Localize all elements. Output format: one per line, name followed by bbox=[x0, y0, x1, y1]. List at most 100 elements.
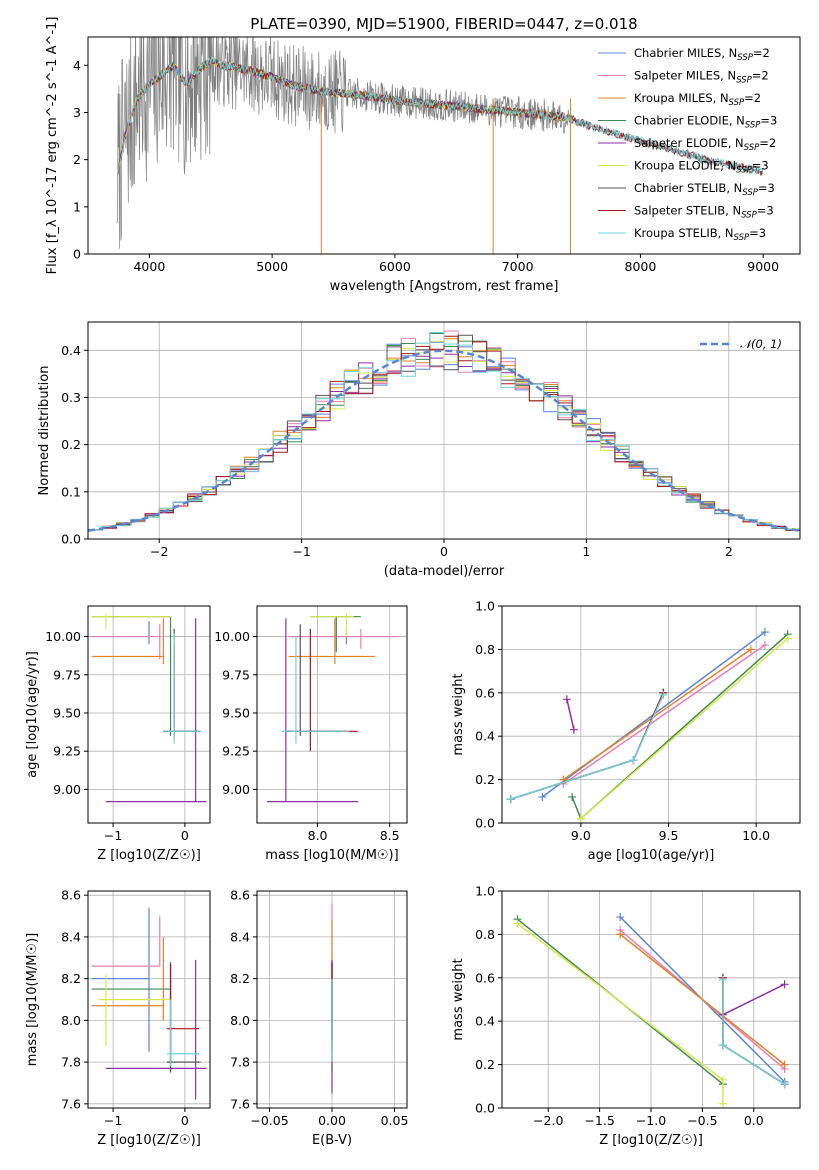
legend-label-subscript: SSP bbox=[745, 121, 761, 131]
x-tick-label: −1 bbox=[292, 544, 310, 559]
y-tick-label: 0.0 bbox=[475, 816, 495, 831]
weight-marker bbox=[629, 756, 638, 765]
y-tick-label: 8.2 bbox=[61, 971, 81, 986]
weight-line bbox=[562, 648, 752, 781]
legend-label-subscript: SSP bbox=[737, 53, 753, 63]
y-axis-label: Flux [f_λ 10^-17 erg cm^-2 s^-1 A^-1] bbox=[45, 17, 60, 275]
x-axis-label: Z [log10(Z/Z☉)] bbox=[97, 1133, 201, 1148]
y-tick-label: 7.8 bbox=[61, 1055, 81, 1070]
x-axis-label: age [log10(age/yr)] bbox=[588, 848, 715, 863]
legend-label-text: Salpeter STELIB, N bbox=[634, 204, 741, 218]
y-tick-label: 3 bbox=[73, 105, 81, 120]
histogram-bars bbox=[88, 330, 800, 532]
axes-frame bbox=[256, 605, 408, 824]
weight-lines bbox=[506, 628, 792, 823]
legend-label-value: =3 bbox=[752, 159, 769, 173]
legend-label: Kroupa STELIB, NSSP=3 bbox=[634, 226, 766, 243]
legend-label-text: Chabrier STELIB, N bbox=[634, 181, 742, 195]
x-tick-label: −1.0 bbox=[636, 1113, 666, 1128]
legend-label-subscript: SSP bbox=[729, 98, 745, 108]
x-axis-label: E(B-V) bbox=[312, 1133, 352, 1148]
legend-label-value: =2 bbox=[752, 69, 769, 83]
x-axis-label: Z [log10(Z/Z☉)] bbox=[97, 848, 201, 863]
weight-marker bbox=[780, 980, 789, 989]
legend-label-text: Salpeter ELODIE, N bbox=[634, 136, 744, 150]
y-axis-label: Normed distribution bbox=[37, 366, 52, 496]
y-tick-label: 9.25 bbox=[53, 744, 81, 759]
legend-label-subscript: SSP bbox=[736, 76, 752, 86]
weight-marker bbox=[718, 1041, 727, 1050]
y-tick-label: 8.6 bbox=[61, 888, 81, 903]
x-tick-label: 1 bbox=[582, 544, 590, 559]
y-tick-label: 9.50 bbox=[53, 705, 81, 720]
figure-title: PLATE=0390, MJD=51900, FIBERID=0447, z=0… bbox=[250, 15, 637, 33]
weight-marker bbox=[718, 1075, 727, 1084]
y-tick-label: 9.00 bbox=[222, 782, 250, 797]
x-tick-label: 0.05 bbox=[381, 1113, 409, 1128]
age-vs-metallicity-panel: −1 0 9.00 9.25 9.50 9.75 10.00 Z [log10(Z/Z☉)] a… bbox=[25, 605, 211, 863]
x-tick-label: −1 bbox=[104, 828, 122, 843]
y-tick-label: 8.4 bbox=[230, 929, 250, 944]
y-axis-label: mass [log10(M/M☉)] bbox=[25, 933, 40, 1066]
weight-marker bbox=[718, 975, 727, 984]
y-tick-label: 10.00 bbox=[214, 629, 250, 644]
legend-label: Chabrier MILES, NSSP=2 bbox=[634, 46, 770, 63]
legend-label-text: Salpeter MILES, N bbox=[634, 69, 736, 83]
legend-label-subscript: SSP bbox=[734, 233, 750, 243]
y-tick-label: 9.25 bbox=[222, 744, 250, 759]
y-tick-label: 0.0 bbox=[475, 1101, 495, 1116]
legend-label-text: Chabrier MILES, N bbox=[634, 46, 737, 60]
x-axis-label: mass [log10(M/M☉)] bbox=[265, 848, 398, 863]
weight-marker bbox=[513, 919, 522, 928]
y-tick-label: 0.6 bbox=[475, 685, 495, 700]
legend-label-value: =2 bbox=[753, 46, 770, 60]
y-tick-label: 7.6 bbox=[230, 1096, 250, 1111]
normal-curve-legend-label: 𝒩(0, 1) bbox=[740, 337, 782, 351]
legend-label: Kroupa ELODIE, NSSP=3 bbox=[634, 159, 769, 176]
y-tick-label: 0.4 bbox=[61, 343, 81, 358]
weight-marker bbox=[506, 795, 515, 804]
y-tick-label: 4 bbox=[73, 58, 81, 73]
x-tick-label: 0.00 bbox=[318, 1113, 346, 1128]
errorbars bbox=[267, 613, 400, 803]
legend-label: Salpeter MILES, NSSP=2 bbox=[634, 69, 769, 86]
histogram-legend: 𝒩(0, 1) bbox=[700, 337, 782, 351]
weight-line bbox=[619, 933, 786, 1066]
x-tick-label: 0.0 bbox=[744, 1113, 764, 1128]
y-tick-label: 10.00 bbox=[45, 629, 81, 644]
x-tick-label: 8.5 bbox=[380, 828, 400, 843]
y-tick-label: 2 bbox=[73, 152, 81, 167]
weight-marker bbox=[576, 814, 585, 823]
y-tick-label: 0.8 bbox=[475, 927, 495, 942]
x-tick-label: 9.0 bbox=[571, 828, 591, 843]
mass-vs-metallicity-panel: −1 0 7.6 7.8 8.0 8.2 8.4 8.6 Z [log10(Z/Z☉)] mass… bbox=[25, 888, 211, 1148]
age-vs-mass-panel: 8.0 8.5 9.00 9.25 9.50 9.75 10.00 mass [log10(M… bbox=[214, 605, 408, 863]
y-tick-label: 0.2 bbox=[475, 772, 495, 787]
legend-label-subscript: SSP bbox=[744, 143, 760, 153]
weight-marker bbox=[780, 1080, 789, 1089]
legend-label-subscript: SSP bbox=[742, 188, 758, 198]
weight-line bbox=[562, 644, 766, 785]
legend-label-text: Kroupa MILES, N bbox=[634, 91, 729, 105]
axes-frame bbox=[87, 890, 211, 1109]
y-axis-label: mass weight bbox=[451, 958, 466, 1040]
x-tick-label: 7000 bbox=[502, 259, 534, 274]
x-tick-label: −1 bbox=[104, 1113, 122, 1128]
weight-marker bbox=[760, 628, 769, 637]
histogram-step-line bbox=[88, 340, 800, 531]
x-tick-label: −2.0 bbox=[533, 1113, 563, 1128]
x-axis-label: wavelength [Angstrom, rest frame] bbox=[330, 279, 559, 294]
legend-label-value: =2 bbox=[759, 136, 776, 150]
model-spectrum-line bbox=[117, 55, 764, 176]
weight-marker bbox=[760, 641, 769, 650]
x-tick-label: 8000 bbox=[625, 259, 657, 274]
y-tick-label: 0.6 bbox=[475, 970, 495, 985]
weight-marker bbox=[568, 792, 577, 801]
y-tick-label: 8.2 bbox=[230, 971, 250, 986]
x-tick-label: 10.0 bbox=[742, 828, 770, 843]
weight-marker bbox=[659, 690, 668, 699]
x-tick-label: 0 bbox=[440, 544, 448, 559]
axes-frame bbox=[87, 605, 211, 824]
weight-marker bbox=[616, 930, 625, 939]
y-tick-label: 0.8 bbox=[475, 642, 495, 657]
